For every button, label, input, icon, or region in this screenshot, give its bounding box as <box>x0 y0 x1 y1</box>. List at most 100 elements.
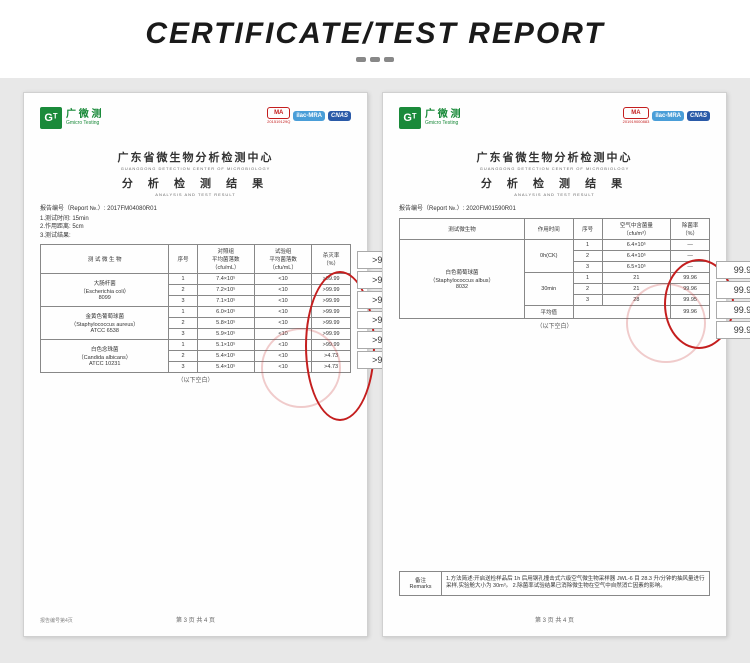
doc1-meta2: 2.作用距离: 5cm <box>40 223 351 231</box>
data-cell: 7.4×10⁵ <box>197 274 254 285</box>
divider-dots <box>356 57 394 62</box>
data-cell: 5.1×10⁵ <box>197 340 254 351</box>
organism-cell: 白色葡萄球菌 （Staphylococcus albus） 8032 <box>400 240 525 319</box>
ma-badge: MA <box>623 107 650 119</box>
data-cell: 7.2×10⁵ <box>197 285 254 296</box>
data-cell: 2 <box>169 351 197 362</box>
doc1-result-title: 分 析 检 测 结 果 <box>40 175 351 191</box>
data-cell: 1 <box>169 340 197 351</box>
doc2-official-stamp <box>626 283 706 363</box>
doc2-result-sub: ANALYSIS AND TEST RESULT <box>399 192 710 197</box>
doc2-center-name: 广东省微生物分析检测中心 <box>399 149 710 165</box>
gmicro-logo: Gᵀ 广 微 测 Gmicro Testing <box>40 107 102 129</box>
ma-badge: MA <box>267 107 290 119</box>
organism-cell: 金黄色葡萄球菌 （Staphylococcus aureus） ATCC 653… <box>41 307 169 340</box>
doc2-report-no: 报告编号（Report №.）: 2020FM01590R01 <box>399 203 710 212</box>
data-cell: 6.0×10⁵ <box>197 307 254 318</box>
data-cell: 1 <box>573 273 602 284</box>
logo-mark: Gᵀ <box>40 107 62 129</box>
data-cell: 2 <box>573 251 602 262</box>
data-cell: 3 <box>169 296 197 307</box>
data-cell: 3 <box>573 262 602 273</box>
data-cell: >99.99 <box>312 274 351 285</box>
doc2-remarks: 备注 Remarks 1.方法简述:开启送检样品后 1h 后用钢孔撞击式六级空气… <box>399 571 710 596</box>
time-cell: 30min <box>524 273 573 306</box>
data-cell: 5.4×10⁵ <box>197 351 254 362</box>
data-cell: <10 <box>254 274 311 285</box>
table-header: 序号 <box>169 245 197 274</box>
callout-value: 99.96 <box>716 281 750 299</box>
gmicro-logo: Gᵀ 广 微 测 Gmicro Testing <box>399 107 461 129</box>
doc1-page-info: 第 3 页 共 4 页 <box>24 615 367 624</box>
data-cell: >99.99 <box>312 296 351 307</box>
data-cell: 21 <box>602 273 671 284</box>
organism-cell: 大肠杆菌 （Escherichia coli） 8099 <box>41 274 169 307</box>
data-cell: 6.5×10⁵ <box>602 262 671 273</box>
organism-cell: 白色念珠菌 （Candida albicans） ATCC 10231 <box>41 340 169 373</box>
cnas-badge: CNAS <box>687 111 710 121</box>
doc1-meta1: 1.测试时间: 15min <box>40 215 351 223</box>
data-cell: 7.1×10⁵ <box>197 296 254 307</box>
table-header: 作用时间 <box>524 219 573 240</box>
data-cell: <10 <box>254 285 311 296</box>
accreditation-badges: MA 201519129Q ilac-MRA CNAS <box>267 107 351 124</box>
data-cell: — <box>671 240 710 251</box>
table-header: 试验组 平均菌落数 （cfu/mL） <box>254 245 311 274</box>
ilac-mra-badge: ilac-MRA <box>293 111 325 121</box>
logo-mark: Gᵀ <box>399 107 421 129</box>
doc1-result-sub: ANALYSIS AND TEST RESULT <box>40 192 351 197</box>
ilac-mra-badge: ilac-MRA <box>652 111 684 121</box>
table-header: 除菌率 （%） <box>671 219 710 240</box>
data-cell: 1 <box>169 307 197 318</box>
page-header: CERTIFICATE/TEST REPORT <box>0 0 750 78</box>
callout-value: 99.96 <box>716 261 750 279</box>
doc2-header: Gᵀ 广 微 测 Gmicro Testing MA 201919000883 … <box>399 107 710 143</box>
data-cell: 1 <box>169 274 197 285</box>
data-cell: 5.9×10⁵ <box>197 329 254 340</box>
remarks-label: 备注 Remarks <box>400 572 442 595</box>
data-cell: 6.4×10⁵ <box>602 240 671 251</box>
data-cell: 3 <box>169 362 197 373</box>
doc2-result-title: 分 析 检 测 结 果 <box>399 175 710 191</box>
table-header: 测试微生物 <box>400 219 525 240</box>
logo-name: 广 微 测 <box>66 110 102 120</box>
table-header: 杀灭率 （%） <box>312 245 351 274</box>
data-cell: 1 <box>573 240 602 251</box>
certificate-doc-2: Gᵀ 广 微 测 Gmicro Testing MA 201919000883 … <box>382 92 727 637</box>
certificate-doc-1: Gᵀ 广 微 测 Gmicro Testing MA 201519129Q il… <box>23 92 368 637</box>
data-cell: 99.96 <box>671 273 710 284</box>
doc1-meta: 1.测试时间: 15min 2.作用距离: 5cm 3.测试结果: <box>40 215 351 240</box>
ma-badge-number: 201919000883 <box>623 119 650 124</box>
table-row: 金黄色葡萄球菌 （Staphylococcus aureus） ATCC 653… <box>41 307 351 318</box>
data-cell: 2 <box>169 285 197 296</box>
data-cell: 5.4×10⁵ <box>197 362 254 373</box>
data-cell: >99.99 <box>312 285 351 296</box>
logo-sub: Gmicro Testing <box>425 120 461 126</box>
callout-value: 99.96 <box>716 321 750 339</box>
accreditation-badges: MA 201919000883 ilac-MRA CNAS <box>623 107 710 124</box>
doc1-center-sub: GUANGDONG DETECTION CENTER OF MICROBIOLO… <box>40 166 351 171</box>
data-cell: — <box>671 251 710 262</box>
cnas-badge: CNAS <box>328 111 351 121</box>
doc2-page-info: 第 3 页 共 4 页 <box>383 615 726 624</box>
data-cell: <10 <box>254 307 311 318</box>
doc1-meta3: 3.测试结果: <box>40 232 351 240</box>
time-cell: 平均值 <box>524 306 573 319</box>
data-cell: 3 <box>573 295 602 306</box>
table-row: 白色葡萄球菌 （Staphylococcus albus） 80320h(CK)… <box>400 240 710 251</box>
data-cell: >99.99 <box>312 307 351 318</box>
doc1-official-stamp <box>261 328 341 408</box>
table-row: 大肠杆菌 （Escherichia coli） 809917.4×10⁵<10>… <box>41 274 351 285</box>
documents-row: Gᵀ 广 微 测 Gmicro Testing MA 201519129Q il… <box>0 78 750 651</box>
data-cell: <10 <box>254 296 311 307</box>
doc1-center-name: 广东省微生物分析检测中心 <box>40 149 351 165</box>
doc2-center-sub: GUANGDONG DETECTION CENTER OF MICROBIOLO… <box>399 166 710 171</box>
data-cell: >99.99 <box>312 318 351 329</box>
logo-sub: Gmicro Testing <box>66 120 102 126</box>
data-cell: — <box>671 262 710 273</box>
data-cell: <10 <box>254 318 311 329</box>
table-header: 测 试 微 生 物 <box>41 245 169 274</box>
remarks-text: 1.方法简述:开启送检样品后 1h 后用钢孔撞击式六级空气微生物采样器 JWL-… <box>442 572 709 595</box>
data-cell: 2 <box>169 318 197 329</box>
callout-value: 99.95 <box>716 301 750 319</box>
